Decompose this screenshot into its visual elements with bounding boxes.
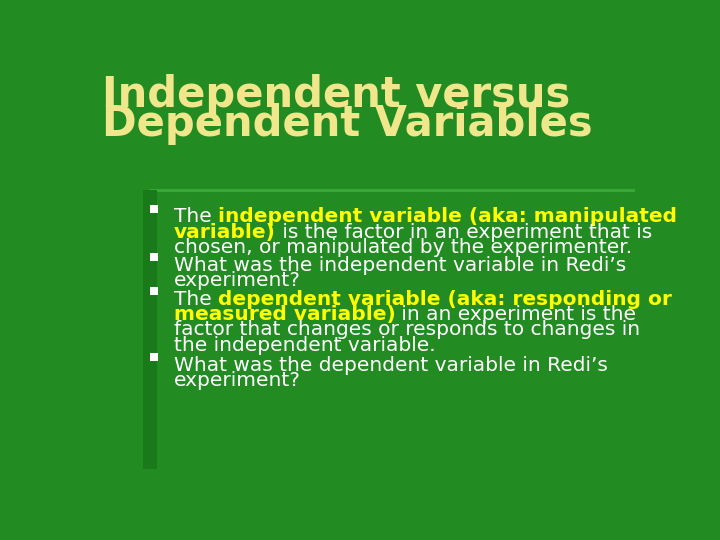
Text: What was the dependent variable in Redi’s: What was the dependent variable in Redi’… (174, 356, 608, 375)
Text: variable): variable) (174, 222, 276, 242)
Text: dependent variable (aka: responding or: dependent variable (aka: responding or (218, 289, 672, 309)
Text: Independent versus: Independent versus (102, 74, 570, 116)
Text: independent variable (aka: manipulated: independent variable (aka: manipulated (218, 207, 677, 226)
Text: experiment?: experiment? (174, 372, 300, 390)
Text: The: The (174, 289, 218, 309)
Text: in an experiment is the: in an experiment is the (395, 305, 636, 324)
Text: Dependent Variables: Dependent Variables (102, 103, 593, 145)
Text: chosen, or manipulated by the experimenter.: chosen, or manipulated by the experiment… (174, 238, 632, 257)
Text: The: The (174, 207, 218, 226)
Text: the independent variable.: the independent variable. (174, 336, 436, 355)
Text: experiment?: experiment? (174, 271, 300, 290)
Text: factor that changes or responds to changes in: factor that changes or responds to chang… (174, 320, 640, 340)
Text: What was the independent variable in Redi’s: What was the independent variable in Red… (174, 256, 626, 275)
Text: measured variable): measured variable) (174, 305, 395, 324)
Text: is the factor in an experiment that is: is the factor in an experiment that is (276, 222, 652, 242)
